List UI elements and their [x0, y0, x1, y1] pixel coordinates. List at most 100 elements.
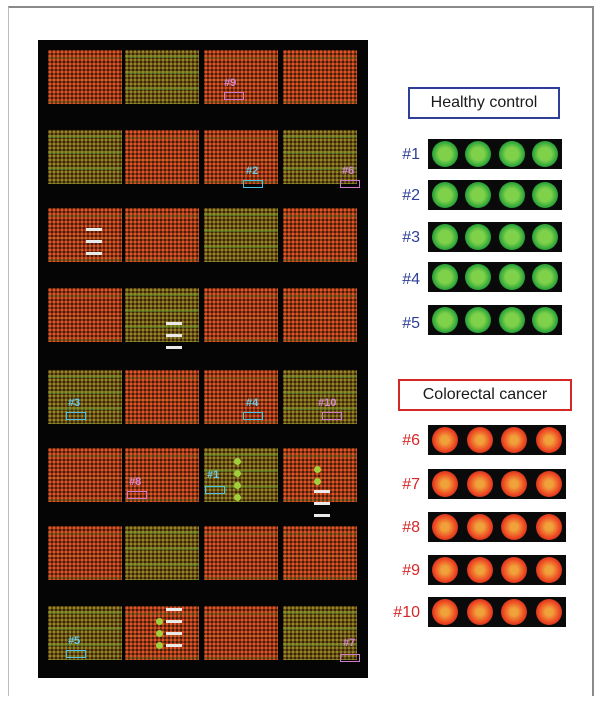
array-subgrid — [48, 526, 122, 580]
array-bright-spot — [314, 478, 321, 485]
array-subgrid — [125, 50, 199, 104]
array-subgrid — [204, 50, 278, 104]
strip-spot — [432, 471, 458, 497]
strip-spot — [465, 224, 491, 250]
marker-box-8 — [127, 491, 147, 499]
strip-spot — [532, 224, 558, 250]
cancer-strip-10 — [428, 597, 566, 627]
array-bright-spot — [156, 642, 163, 649]
marker-label-2: #2 — [246, 165, 259, 177]
array-subgrid — [125, 288, 199, 342]
strip-spot — [467, 471, 493, 497]
array-subgrid — [48, 208, 122, 262]
array-bright-spot — [314, 466, 321, 473]
healthy-control-legend: Healthy control — [408, 87, 560, 119]
cancer-strip-8 — [428, 512, 566, 542]
array-subgrid — [283, 288, 357, 342]
cancer-strip-label-7: #7 — [402, 476, 420, 493]
strip-spot — [499, 307, 525, 333]
strip-spot — [465, 264, 491, 290]
cancer-strip-label-6: #6 — [402, 432, 420, 449]
strip-spot — [432, 427, 458, 453]
cancer-strip-label-8: #8 — [402, 519, 420, 536]
array-dash-mark — [86, 228, 102, 231]
array-subgrid — [283, 370, 357, 424]
cancer-strip-9 — [428, 555, 566, 585]
array-subgrid — [283, 448, 357, 502]
array-bright-spot — [234, 494, 241, 501]
strip-spot — [532, 182, 558, 208]
marker-label-7: #7 — [343, 637, 356, 649]
marker-label-6: #6 — [342, 165, 355, 177]
healthy-strip-label-5: #5 — [402, 315, 420, 332]
strip-spot — [432, 514, 458, 540]
strip-spot — [432, 182, 458, 208]
strip-spot — [499, 264, 525, 290]
strip-spot — [499, 141, 525, 167]
cancer-strip-label-9: #9 — [402, 562, 420, 579]
strip-spot — [532, 141, 558, 167]
array-dash-mark — [86, 240, 102, 243]
microarray-image — [38, 40, 368, 678]
array-dash-mark — [166, 334, 182, 337]
array-subgrid — [125, 526, 199, 580]
array-subgrid — [283, 130, 357, 184]
strip-spot — [432, 557, 458, 583]
strip-spot — [465, 307, 491, 333]
marker-label-4: #4 — [246, 397, 259, 409]
array-bright-spot — [234, 458, 241, 465]
array-subgrid — [204, 526, 278, 580]
array-dash-mark — [314, 502, 330, 505]
array-subgrid — [283, 526, 357, 580]
marker-label-8: #8 — [129, 476, 142, 488]
array-subgrid — [283, 50, 357, 104]
array-dash-mark — [166, 632, 182, 635]
healthy-strip-2 — [428, 180, 562, 210]
array-subgrid — [125, 370, 199, 424]
strip-spot — [432, 264, 458, 290]
strip-spot — [536, 514, 562, 540]
marker-label-5: #5 — [68, 635, 81, 647]
array-subgrid — [125, 130, 199, 184]
marker-label-3: #3 — [68, 397, 81, 409]
array-bright-spot — [234, 470, 241, 477]
marker-box-1 — [205, 486, 225, 494]
strip-spot — [501, 471, 527, 497]
array-dash-mark — [166, 608, 182, 611]
cancer-strip-label-10: #10 — [393, 604, 420, 621]
array-bright-spot — [156, 618, 163, 625]
strip-spot — [501, 557, 527, 583]
array-subgrid — [125, 448, 199, 502]
array-subgrid — [204, 606, 278, 660]
cancer-strip-6 — [428, 425, 566, 455]
array-subgrid — [48, 50, 122, 104]
strip-spot — [467, 427, 493, 453]
strip-spot — [536, 471, 562, 497]
array-subgrid — [283, 606, 357, 660]
array-bright-spot — [156, 630, 163, 637]
healthy-strip-label-1: #1 — [402, 146, 420, 163]
healthy-strip-label-4: #4 — [402, 271, 420, 288]
strip-spot — [432, 141, 458, 167]
strip-spot — [465, 182, 491, 208]
array-bright-spot — [234, 482, 241, 489]
array-subgrid — [204, 288, 278, 342]
strip-spot — [432, 307, 458, 333]
marker-label-9: #9 — [224, 77, 237, 89]
array-dash-mark — [314, 490, 330, 493]
array-dash-mark — [166, 346, 182, 349]
marker-box-9 — [224, 92, 244, 100]
strip-spot — [465, 141, 491, 167]
marker-label-1: #1 — [207, 469, 220, 481]
array-subgrid — [204, 370, 278, 424]
array-subgrid — [48, 288, 122, 342]
marker-box-5 — [66, 650, 86, 658]
healthy-strip-label-3: #3 — [402, 229, 420, 246]
array-subgrid — [48, 130, 122, 184]
strip-spot — [532, 264, 558, 290]
array-dash-mark — [314, 514, 330, 517]
cancer-strip-7 — [428, 469, 566, 499]
strip-spot — [467, 514, 493, 540]
strip-spot — [536, 557, 562, 583]
marker-box-4 — [243, 412, 263, 420]
